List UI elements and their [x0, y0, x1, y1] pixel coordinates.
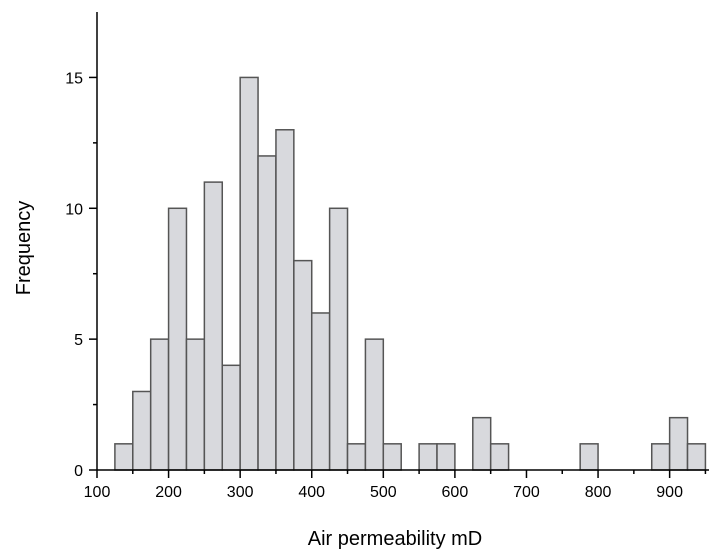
histogram-bar: [668, 416, 689, 471]
histogram-bar: [310, 312, 331, 471]
histogram-bar: [257, 155, 277, 471]
histogram-bar: [418, 443, 438, 471]
histogram-bar: [686, 443, 707, 471]
histogram-bar: [239, 76, 259, 471]
histogram-bar: [382, 443, 402, 471]
histogram-bar: [346, 443, 367, 471]
x-tick-label: 500: [370, 484, 397, 501]
x-tick-label: 300: [227, 484, 254, 501]
histogram-bar: [185, 338, 206, 471]
histogram-bar: [650, 443, 671, 471]
y-tick-label: 0: [74, 463, 83, 480]
histogram-bar: [275, 129, 295, 471]
y-tick-label: 10: [65, 201, 83, 218]
bars-group: [114, 76, 707, 471]
x-tick-label: 600: [442, 484, 469, 501]
histogram-bar: [436, 443, 456, 471]
x-axis-title: Air permeability mD: [308, 528, 482, 550]
histogram-bar: [114, 443, 134, 471]
histogram-bar: [132, 390, 152, 471]
histogram-bar: [167, 207, 188, 471]
histogram-bar: [328, 207, 349, 471]
histogram-bar: [149, 338, 170, 471]
x-tick-label: 900: [656, 484, 683, 501]
x-tick-label: 800: [585, 484, 612, 501]
histogram-bar: [579, 443, 599, 471]
x-tick-label: 700: [513, 484, 540, 501]
axes-group: 100 200 300 400 500 600 700 800 900 0 5 10 15: [65, 12, 709, 501]
histogram-bar: [221, 364, 241, 471]
histogram-bar: [489, 443, 510, 471]
histogram-bar: [203, 181, 224, 471]
x-tick-label: 100: [84, 484, 111, 501]
histogram-bar: [472, 416, 492, 471]
histogram-bar: [364, 338, 385, 471]
y-tick-label: 15: [65, 70, 83, 87]
y-axis-title: Frequency: [13, 201, 35, 296]
histogram-bar: [293, 259, 313, 471]
y-tick-label: 5: [74, 332, 83, 349]
x-tick-label: 200: [155, 484, 182, 501]
x-tick-label: 400: [298, 484, 325, 501]
